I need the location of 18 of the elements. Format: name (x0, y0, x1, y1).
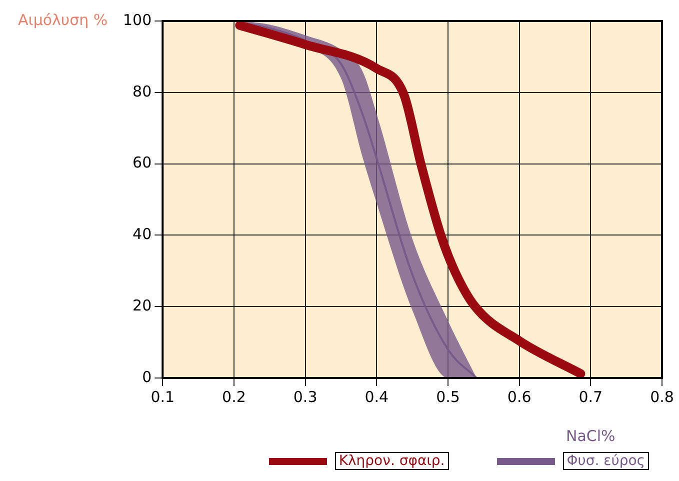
x-tick-label: 0.6 (507, 388, 532, 406)
legend-label: Κληρον. σφαιρ. (334, 452, 449, 470)
y-tick-label: 60 (132, 154, 152, 172)
y-tick-label: 0 (142, 368, 152, 386)
x-tick-label: 0.7 (578, 388, 603, 406)
x-tick-label: 0.1 (150, 388, 175, 406)
x-tick-label: 0.2 (222, 388, 246, 406)
y-tick-label: 20 (132, 296, 152, 314)
y-tick-label: 40 (132, 225, 152, 244)
legend-label: Φυσ. εύρος (562, 452, 649, 470)
x-tick-label: 0.8 (650, 388, 674, 406)
y-axis-title: Αιμόλυση % (18, 10, 108, 29)
x-axis-title: NaCl% (566, 426, 616, 445)
x-tick-label: 0.5 (436, 388, 460, 406)
y-tick-label: 100 (122, 10, 152, 29)
y-tick-label: 80 (132, 82, 152, 100)
x-tick-label: 0.4 (364, 388, 389, 406)
x-tick-label: 0.3 (293, 388, 318, 406)
